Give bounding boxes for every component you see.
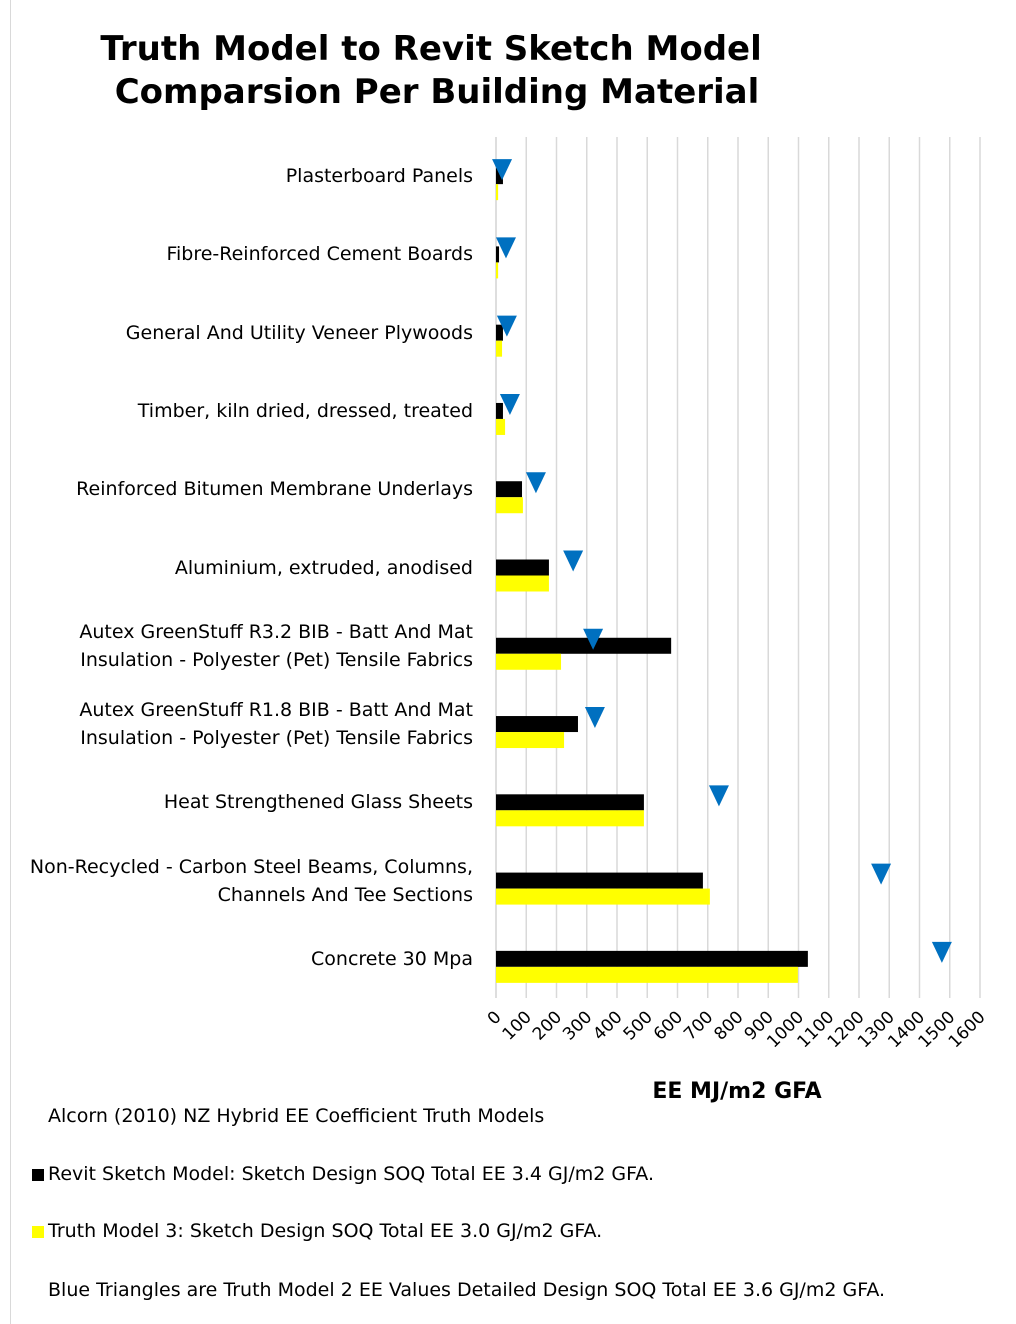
triangle-marker [563,550,584,572]
y-tick-label: Fibre-Reinforced Cement Boards [166,243,473,266]
bar [496,888,710,905]
bar [496,497,523,514]
bar [496,324,503,341]
x-tick-label: 300 [559,1007,596,1044]
bar [496,340,503,357]
x-tick-label: 500 [620,1007,657,1044]
triangle-marker [583,628,604,650]
triangle-marker [496,315,517,337]
legend-swatch [32,1226,44,1238]
bar [496,184,499,201]
legend-label: Revit Sketch Model: Sketch Design SOQ To… [48,1163,654,1185]
legend-swatch [32,1169,44,1181]
triangle-marker [492,159,513,181]
bar [496,872,703,889]
frame [10,0,11,1324]
y-tick-label: Autex GreenStuff R1.8 BIB - Batt And Mat… [79,699,473,750]
y-tick-label: Plasterboard Panels [285,165,473,188]
y-tick-label: Timber, kiln dried, dressed, treated [137,399,473,422]
x-tick-label: 100 [499,1007,536,1044]
x-tick-label: 200 [529,1007,566,1044]
x-tick-label: 800 [710,1007,747,1044]
bar [496,559,549,576]
bar [496,966,798,983]
y-tick-label: General And Utility Veneer Plywoods [125,321,473,344]
x-tick-label: 400 [589,1007,626,1044]
y-tick-label: Non-Recycled - Carbon Steel Beams, Colum… [29,855,473,906]
bar [496,810,644,827]
bar [496,418,506,435]
triangle-marker [931,941,952,963]
triangle-marker [584,707,605,729]
x-tick-label: 700 [680,1007,717,1044]
y-tick-label: Reinforced Bitumen Membrane Underlays [76,478,473,501]
bar [496,716,578,733]
bar [496,402,503,419]
bar [496,950,808,967]
bar [496,653,562,670]
triangle-marker [525,472,546,494]
bar [496,732,565,749]
y-tick-label: Autex GreenStuff R3.2 BIB - Batt And Mat… [79,620,473,671]
bar [496,168,503,185]
legend-label: Truth Model 3: Sketch Design SOQ Total E… [48,1220,603,1242]
bar [496,637,672,654]
triangle-marker [871,863,892,885]
bar [496,575,549,592]
chart-title: Truth Model to Revit Sketch Model Compar… [100,29,773,112]
triangle-marker [495,237,516,259]
y-tick-label: Concrete 30 Mpa [311,947,473,970]
triangle-marker [499,393,520,415]
triangle-marker [708,785,729,807]
annotation: Alcorn (2010) NZ Hybrid EE Coefficient T… [48,1105,545,1127]
bar [496,481,523,498]
x-axis-title: EE MJ/m2 GFA [652,1079,821,1104]
y-tick-label: Heat Strengthened Glass Sheets [163,791,473,814]
bar [496,794,644,811]
bar [496,262,499,279]
legend-label: Blue Triangles are Truth Model 2 EE Valu… [48,1279,886,1301]
bar [496,246,500,263]
x-tick-label: 600 [650,1007,687,1044]
y-tick-label: Aluminium, extruded, anodised [174,556,473,579]
